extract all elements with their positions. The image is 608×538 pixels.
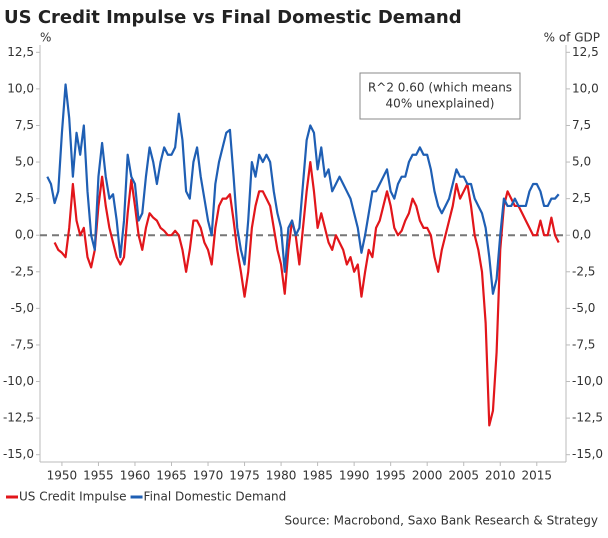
x-tick-label: 1970 <box>193 469 224 483</box>
y-tick-label: -7,5 <box>11 337 34 351</box>
legend-label: Final Domestic Demand <box>144 490 287 504</box>
x-tick-label: 2010 <box>485 469 516 483</box>
y2-tick-label: 10,0 <box>572 81 599 95</box>
x-tick-label: 1965 <box>156 469 187 483</box>
x-tick-label: 2005 <box>448 469 479 483</box>
y-tick-label: -12,5 <box>3 411 34 425</box>
legend-label: US Credit Impulse <box>19 490 127 504</box>
annotation: 40% unexplained) <box>386 97 495 111</box>
y2-tick-label: -12,5 <box>572 411 603 425</box>
x-tick-label: 2000 <box>412 469 443 483</box>
y2-tick-label: -2,5 <box>572 264 595 278</box>
x-tick-label: 1950 <box>47 469 78 483</box>
y-tick-label: 10,0 <box>7 81 34 95</box>
y2-tick-label: -10,0 <box>572 374 603 388</box>
y-tick-label: -2,5 <box>11 264 34 278</box>
annotation: R^2 0.60 (which means <box>368 81 512 95</box>
y2-tick-label: 7,5 <box>572 118 591 132</box>
y-tick-label: -15,0 <box>3 447 34 461</box>
series-line <box>53 160 560 427</box>
y-axis-label: % <box>40 31 51 45</box>
x-tick-label: 1980 <box>266 469 297 483</box>
x-tick-label: 2015 <box>522 469 553 483</box>
y-tick-label: 12,5 <box>7 45 34 59</box>
series-line <box>46 83 560 295</box>
y2-tick-label: 2,5 <box>572 191 591 205</box>
y-tick-label: 7,5 <box>15 118 34 132</box>
chart-title: US Credit Impulse vs Final Domestic Dema… <box>4 7 462 28</box>
y-tick-label: 0,0 <box>15 228 34 242</box>
x-tick-label: 1975 <box>229 469 260 483</box>
source: Source: Macrobond, Saxo Bank Research & … <box>285 514 598 528</box>
y-tick-label: -10,0 <box>3 374 34 388</box>
y2-axis-label: % of GDP <box>544 31 600 45</box>
y2-tick-label: 12,5 <box>572 45 599 59</box>
y2-tick-label: 0,0 <box>572 228 591 242</box>
y2-tick-label: -15,0 <box>572 447 603 461</box>
y2-tick-label: 5,0 <box>572 155 591 169</box>
x-tick-label: 1995 <box>375 469 406 483</box>
x-tick-label: 1985 <box>302 469 333 483</box>
y2-tick-label: -5,0 <box>572 301 595 315</box>
x-tick-label: 1990 <box>339 469 370 483</box>
y2-tick-label: -7,5 <box>572 337 595 351</box>
annotation-box <box>359 72 521 120</box>
x-tick-label: 1955 <box>83 469 114 483</box>
y-tick-label: 5,0 <box>15 155 34 169</box>
y-tick-label: -5,0 <box>11 301 34 315</box>
x-tick-label: 1960 <box>120 469 151 483</box>
y-tick-label: 2,5 <box>15 191 34 205</box>
